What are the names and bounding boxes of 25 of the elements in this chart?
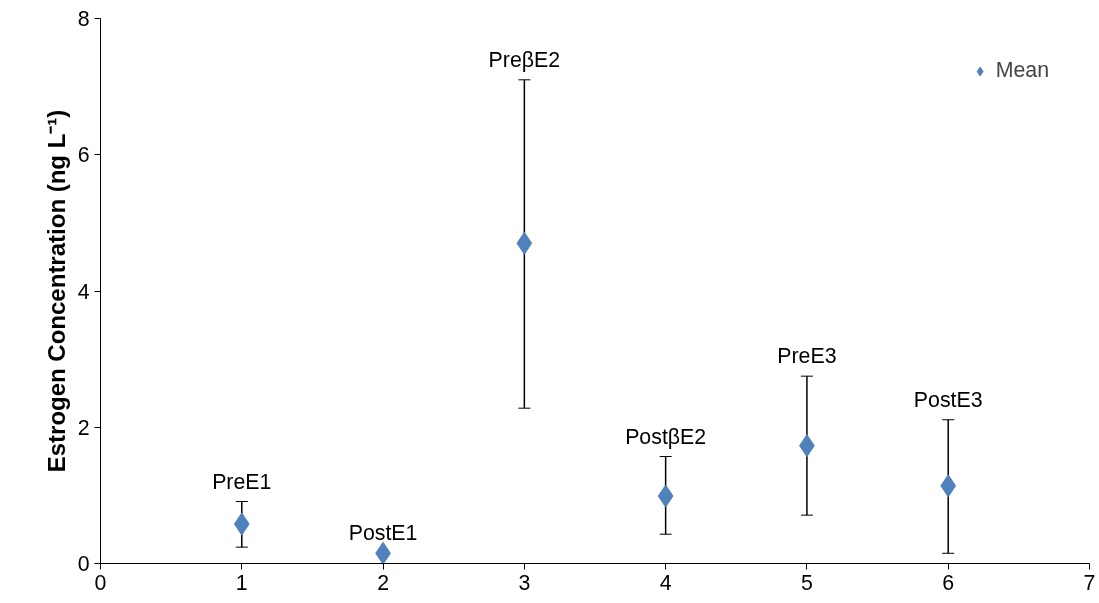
y-tick-label: 2 — [77, 415, 90, 440]
annotation: PreE1 — [212, 469, 272, 494]
point — [940, 474, 957, 498]
annotation: PreE3 — [777, 344, 837, 369]
x-tick-label: 7 — [1083, 570, 1096, 595]
x-tick-label: 2 — [377, 570, 390, 595]
legend-label: Mean — [995, 58, 1049, 83]
x-tick-label: 3 — [518, 570, 531, 595]
x-tick-label: 0 — [94, 570, 107, 595]
annotation: PostE3 — [913, 387, 983, 412]
y-tick-label: 4 — [77, 279, 90, 304]
x-tick-label: 1 — [235, 570, 248, 595]
point — [233, 512, 250, 536]
annotation: PreβE2 — [488, 47, 561, 72]
y-tick-label: 8 — [77, 7, 90, 31]
annotation: PostβE2 — [625, 424, 707, 449]
y-axis-title: Estrogen Concentration (ng L⁻¹) — [42, 109, 70, 473]
x-tick-label: 4 — [659, 570, 672, 595]
x-tick-label: 5 — [801, 570, 813, 595]
y-tick-label: 0 — [77, 552, 90, 576]
y-tick-label: 6 — [77, 143, 90, 168]
annotation: PostE1 — [348, 521, 418, 546]
point — [657, 484, 674, 508]
point — [516, 231, 533, 255]
x-tick-label: 6 — [942, 570, 955, 595]
